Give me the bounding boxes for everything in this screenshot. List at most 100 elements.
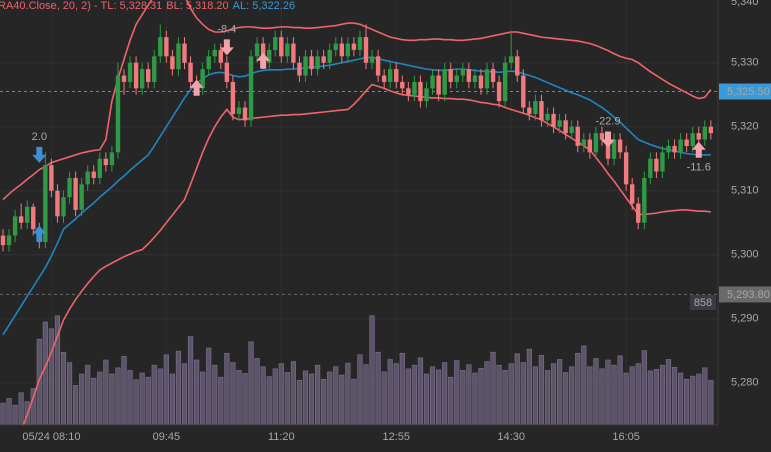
volume-bar xyxy=(538,355,545,425)
candle-body xyxy=(273,37,278,50)
candle-body xyxy=(448,69,453,82)
volume-bar xyxy=(702,367,708,425)
volume-bar xyxy=(466,364,472,425)
volume-bar xyxy=(435,369,442,425)
volume-bar xyxy=(502,370,508,425)
candle-body xyxy=(139,69,145,89)
signal-arrow xyxy=(219,39,234,56)
title-segment: BL: 5,318.20 xyxy=(166,0,228,12)
candle-body xyxy=(406,88,411,95)
volume-bar xyxy=(671,366,678,425)
candle-body xyxy=(381,75,387,82)
candle-body xyxy=(617,139,623,153)
candle-body xyxy=(182,43,187,63)
volume-bar xyxy=(399,352,405,425)
candle-body xyxy=(218,49,223,63)
title-segment: RA40.Close, 20, 2) - TL: 5,328.31 xyxy=(0,0,162,12)
signal-label: -22.9 xyxy=(595,115,620,127)
candle-body xyxy=(418,81,423,102)
volume-bar xyxy=(641,350,647,425)
y-tick-label: 5,290 xyxy=(731,313,759,325)
volume-bar xyxy=(357,354,363,425)
volume-bar xyxy=(617,355,623,425)
volume-bar xyxy=(42,321,48,425)
candle-body xyxy=(702,126,707,140)
candle-body xyxy=(73,177,78,210)
candle-body xyxy=(25,206,30,223)
candle-body xyxy=(484,69,490,89)
volume-bar xyxy=(575,352,581,425)
volume-bar xyxy=(563,372,569,425)
volume-bar xyxy=(623,372,629,425)
candle-body xyxy=(254,43,260,57)
candle-body xyxy=(212,49,217,57)
candle-body xyxy=(49,165,54,191)
volume-bar xyxy=(429,366,436,425)
candle-body xyxy=(436,75,441,95)
volume-bar xyxy=(115,367,121,425)
candle-body xyxy=(394,69,399,82)
volume-bar xyxy=(145,376,151,425)
candle-body xyxy=(496,81,502,102)
x-tick-label: 09:45 xyxy=(153,431,181,443)
volume-bar xyxy=(599,368,605,425)
candle-body xyxy=(158,37,163,57)
volume-bar xyxy=(442,362,448,425)
volume-bar xyxy=(460,370,466,425)
volume-bar xyxy=(278,363,284,425)
candle-body xyxy=(599,133,605,140)
volume-bar xyxy=(73,385,79,425)
candle-body xyxy=(248,56,254,121)
candle-body xyxy=(375,56,381,76)
volume-bar xyxy=(66,362,73,425)
volume-bar xyxy=(321,378,327,425)
candle-body xyxy=(230,81,236,114)
candle-body xyxy=(509,56,514,63)
volume-bar xyxy=(448,376,454,425)
volume-bar xyxy=(684,378,690,425)
band-line xyxy=(2,56,711,336)
candle-body xyxy=(79,184,84,210)
candle-body xyxy=(424,88,429,102)
candle-body xyxy=(152,56,157,82)
volume-bar xyxy=(665,359,672,425)
candle-body xyxy=(660,152,665,172)
volume-bar xyxy=(242,373,248,425)
volume-bar xyxy=(30,388,36,425)
candle-body xyxy=(188,62,193,82)
price-tag-label: 5,325.50 xyxy=(727,86,770,98)
volume-bar xyxy=(169,373,176,425)
price-tag-label: 5,293.80 xyxy=(727,289,770,301)
volume-bar xyxy=(230,362,236,425)
volume-bar xyxy=(254,358,260,425)
candle-body xyxy=(472,75,478,82)
signal-arrow xyxy=(601,131,615,148)
volume-bar xyxy=(103,359,109,425)
candle-body xyxy=(557,120,562,127)
volume-bar xyxy=(109,373,115,425)
candle-body xyxy=(539,101,544,121)
candle-body xyxy=(206,56,211,70)
candle-body xyxy=(357,37,363,50)
volume-bar xyxy=(520,362,526,425)
volume-bar xyxy=(296,379,303,425)
candle-body xyxy=(502,62,508,102)
candle-body xyxy=(611,139,617,159)
band-line xyxy=(22,83,711,425)
volume-bar xyxy=(260,366,266,425)
volume-bar xyxy=(508,363,514,425)
candle-body xyxy=(85,171,90,185)
volume-bar xyxy=(345,362,351,425)
candle-body xyxy=(648,158,653,178)
volume-bar xyxy=(12,404,18,425)
volume-bar xyxy=(417,357,424,425)
candle-body xyxy=(176,43,181,70)
volume-bar xyxy=(272,368,278,425)
volume-bar xyxy=(187,336,194,425)
candle-body xyxy=(133,62,139,89)
y-tick-label: 5,320 xyxy=(731,121,759,133)
volume-bar xyxy=(302,370,309,425)
signal-arrow xyxy=(189,79,204,96)
volume-bar xyxy=(157,368,163,425)
